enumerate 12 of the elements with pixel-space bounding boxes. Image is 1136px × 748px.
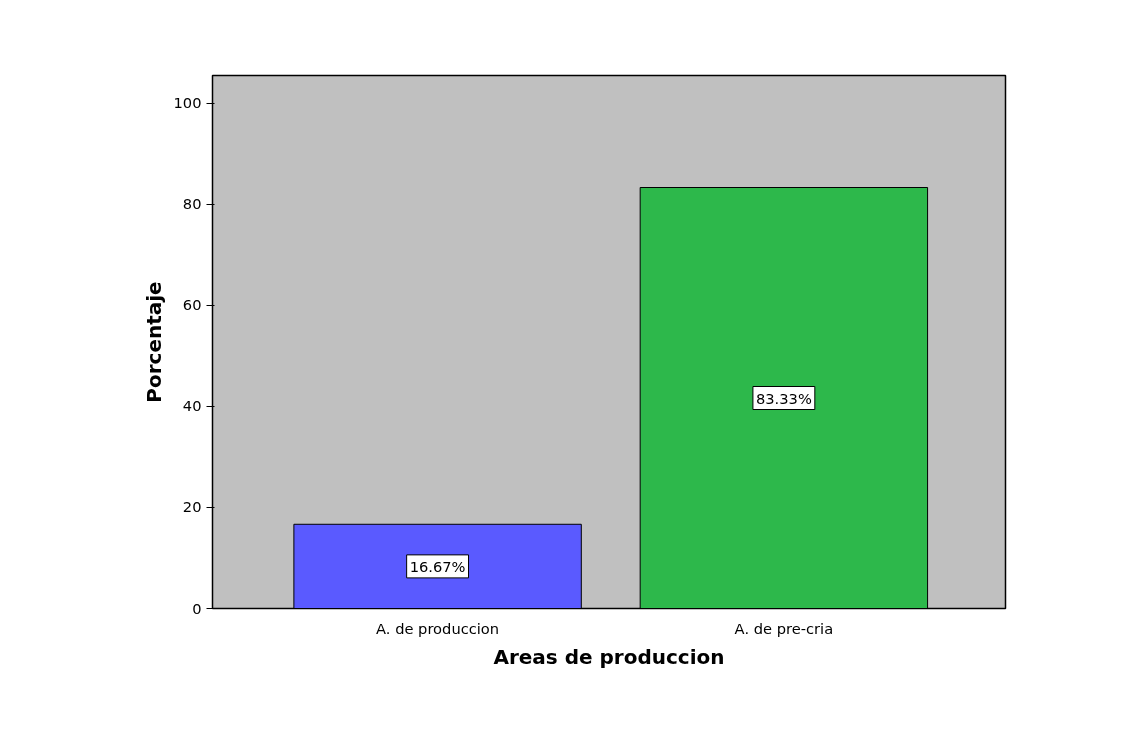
y-axis-title: Porcentaje <box>141 281 166 403</box>
y-tick-label: 60 <box>182 296 202 314</box>
x-axis-title: Areas de produccion <box>493 644 725 669</box>
y-tick-label: 100 <box>173 94 202 112</box>
y-tick-label: 0 <box>192 599 202 617</box>
y-tick-label: 40 <box>182 397 202 415</box>
data-label: 16.67% <box>409 557 466 575</box>
data-label: 83.33% <box>755 389 812 407</box>
x-tick-label: A. de produccion <box>376 619 500 637</box>
y-tick-label: 20 <box>182 498 202 516</box>
y-tick-label: 80 <box>182 195 202 213</box>
x-tick-label: A. de pre-cria <box>734 619 834 637</box>
